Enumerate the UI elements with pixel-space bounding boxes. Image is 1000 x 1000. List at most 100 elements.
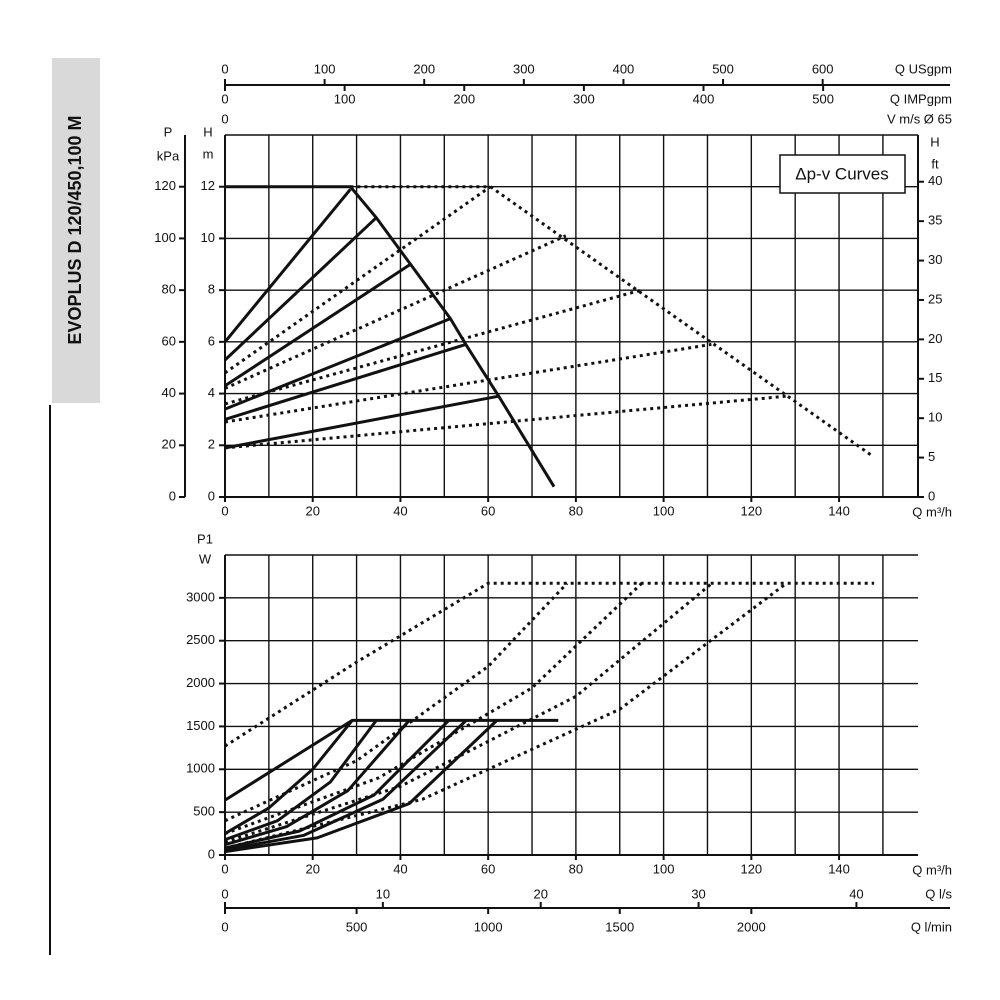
extra-x-tick-label: 30 (691, 886, 705, 901)
x-tick-label: 100 (653, 861, 675, 876)
x-tick-label: 0 (221, 503, 228, 518)
x-tick-label: 0 (221, 861, 228, 876)
dotted-curve (350, 185, 873, 457)
y-tick-label: 8 (208, 282, 215, 297)
extra-x-tick-label: 2000 (737, 919, 766, 934)
extra-x-tick-label: 200 (453, 91, 475, 106)
extra-x-tick-label: 0 (221, 886, 228, 901)
x-tick-label: 140 (828, 861, 850, 876)
y-tick-label: 1000 (186, 761, 215, 776)
dotted-curve (224, 581, 875, 748)
y-tick-label: 1500 (186, 718, 215, 733)
extra-x-tick-label: 1000 (474, 919, 503, 934)
solid-curve (224, 719, 468, 852)
y-axis-label: P1 (197, 531, 213, 546)
x-tick-label: 120 (740, 503, 762, 518)
y-tick-label: 0 (208, 846, 215, 861)
extra-x-tick-label: 500 (812, 91, 834, 106)
y-tick-label: 12 (201, 178, 215, 193)
solid-curve (224, 719, 498, 854)
x-tick-label: 40 (393, 861, 407, 876)
dotted-curve (224, 582, 788, 850)
extra-y-axis-label: P (164, 124, 173, 139)
dotted-curve (224, 394, 787, 450)
solid-curve (224, 263, 412, 388)
extra-x-tick-label: 20 (533, 886, 547, 901)
side-label-box (52, 58, 100, 403)
extra-x-axis-label: V m/s Ø 65 (887, 111, 952, 126)
extra-x-tick-label: 0 (221, 91, 228, 106)
dotted-curve (224, 582, 713, 844)
y-tick-label: 500 (193, 804, 215, 819)
extra-x-tick-label: 400 (613, 61, 635, 76)
extra-y-tick-label: 60 (162, 333, 176, 348)
extra-y-tick-label: 5 (928, 449, 935, 464)
x-axis-label: Q m³/h (912, 504, 952, 519)
y-tick-label: 2500 (186, 632, 215, 647)
x-tick-label: 40 (393, 503, 407, 518)
solid-curve (223, 188, 352, 343)
extra-y-tick-label: 20 (928, 331, 942, 346)
extra-y-tick-label: 30 (928, 252, 942, 267)
extra-x-tick-label: 0 (221, 61, 228, 76)
extra-x-tick-label: 10 (376, 886, 390, 901)
extra-x-axis-label: Q l/min (911, 919, 952, 934)
extra-y-axis-label: ft (931, 156, 939, 171)
extra-x-tick-label: 100 (334, 91, 356, 106)
extra-y-axis-label: kPa (157, 148, 180, 163)
extra-y-tick-label: 40 (162, 385, 176, 400)
solid-curve (224, 342, 467, 421)
solid-curve (224, 719, 411, 847)
x-tick-label: 80 (569, 861, 583, 876)
x-tick-label: 60 (481, 503, 495, 518)
y-tick-label: 6 (208, 333, 215, 348)
extra-y-tick-label: 15 (928, 370, 942, 385)
x-tick-label: 100 (653, 503, 675, 518)
extra-x-tick-label: 40 (849, 886, 863, 901)
y-tick-label: 2 (208, 437, 215, 452)
x-tick-label: 120 (740, 861, 762, 876)
extra-x-tick-label: 200 (413, 61, 435, 76)
solid-curve (225, 185, 556, 488)
dotted-curve (224, 582, 569, 823)
extra-y-tick-label: 20 (162, 437, 176, 452)
extra-x-axis-label: Q USgpm (895, 61, 952, 76)
x-tick-label: 140 (828, 503, 850, 518)
solid-curve (224, 394, 499, 450)
extra-y-tick-label: 100 (154, 230, 176, 245)
extra-x-tick-label: 0 (221, 111, 228, 126)
y-tick-label: 2000 (186, 675, 215, 690)
dotted-curve (224, 185, 492, 375)
y-axis-label: H (203, 124, 212, 139)
x-tick-label: 80 (569, 503, 583, 518)
solid-curve (224, 719, 450, 850)
extra-x-tick-label: 400 (693, 91, 715, 106)
y-tick-label: 0 (208, 488, 215, 503)
x-tick-label: 60 (481, 861, 495, 876)
annotation-box (779, 154, 906, 194)
extra-y-tick-label: 80 (162, 282, 176, 297)
solid-curve (224, 317, 451, 411)
extra-x-tick-label: 500 (346, 919, 368, 934)
y-tick-label: 4 (208, 385, 215, 400)
extra-x-axis-label: Q l/s (925, 886, 952, 901)
extra-y-tick-label: 0 (928, 488, 935, 503)
extra-x-tick-label: 600 (812, 61, 834, 76)
extra-x-axis-label: Q IMPgpm (890, 91, 952, 106)
extra-x-tick-label: 500 (712, 61, 734, 76)
solid-curve (224, 719, 354, 835)
extra-y-tick-label: 25 (928, 291, 942, 306)
annotation: Δp-v Curves (795, 164, 889, 183)
y-axis-label: W (199, 551, 212, 566)
y-axis-label: m (203, 146, 214, 161)
x-axis-label: Q m³/h (912, 862, 952, 877)
extra-y-axis-label: H (930, 134, 939, 149)
dotted-curve (224, 288, 642, 406)
y-tick-label: 10 (201, 230, 215, 245)
extra-y-tick-label: 0 (169, 488, 176, 503)
dotted-curve (224, 582, 643, 836)
extra-y-tick-label: 40 (928, 173, 942, 188)
extra-x-tick-label: 1500 (605, 919, 634, 934)
extra-y-tick-label: 35 (928, 213, 942, 228)
